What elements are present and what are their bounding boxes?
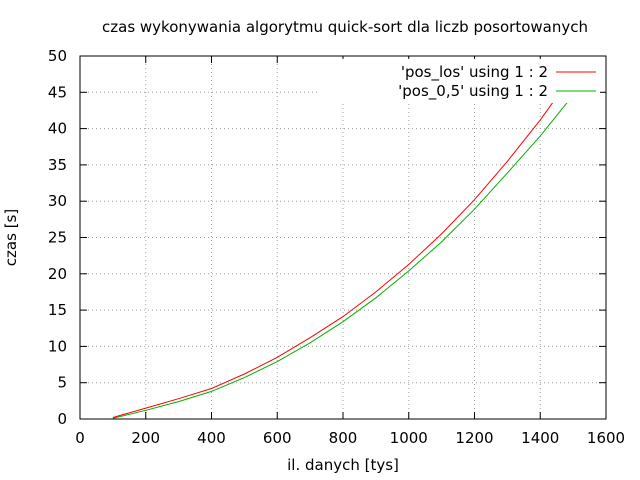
x-tick-label: 1200 — [455, 429, 493, 447]
x-axis-title: il. danych [tys] — [287, 456, 399, 474]
legend-label-1: 'pos_los' using 1 : 2 — [401, 63, 548, 82]
y-tick-label: 30 — [48, 192, 67, 210]
x-tick-label: 1400 — [521, 429, 559, 447]
series-layer — [112, 73, 574, 419]
x-tick-label: 800 — [329, 429, 358, 447]
x-tick-label: 1000 — [390, 429, 428, 447]
legend-background — [320, 59, 600, 103]
x-tick-label: 200 — [131, 429, 160, 447]
y-tick-label: 40 — [48, 120, 67, 138]
y-tick-label: 25 — [48, 229, 67, 247]
chart-title: czas wykonywania algorytmu quick-sort dl… — [102, 18, 588, 36]
y-tick-label: 15 — [48, 301, 67, 319]
x-tick-label: 400 — [197, 429, 226, 447]
y-tick-label: 50 — [48, 47, 67, 65]
x-tick-label: 1600 — [587, 429, 625, 447]
grid — [80, 56, 606, 419]
axis-ticks: 0 200 400 600 800 1000 1200 1400 1600 0 5 10 15 20 25 3… — [48, 47, 625, 447]
x-tick-label: 0 — [75, 429, 85, 447]
legend: 'pos_los' using 1 : 2'pos_0,5' using 1 :… — [320, 59, 600, 103]
series-line-1 — [112, 73, 574, 418]
legend-label-2: 'pos_0,5' using 1 : 2 — [398, 82, 548, 101]
y-tick-label: 10 — [48, 337, 67, 355]
y-tick-label: 5 — [57, 374, 67, 392]
y-tick-label: 35 — [48, 156, 67, 174]
y-tick-label: 0 — [57, 410, 67, 428]
series-line-2 — [112, 94, 574, 419]
x-tick-label: 600 — [263, 429, 292, 447]
y-tick-label: 20 — [48, 265, 67, 283]
y-axis-title: czas [s] — [2, 209, 20, 266]
y-tick-label: 45 — [48, 83, 67, 101]
